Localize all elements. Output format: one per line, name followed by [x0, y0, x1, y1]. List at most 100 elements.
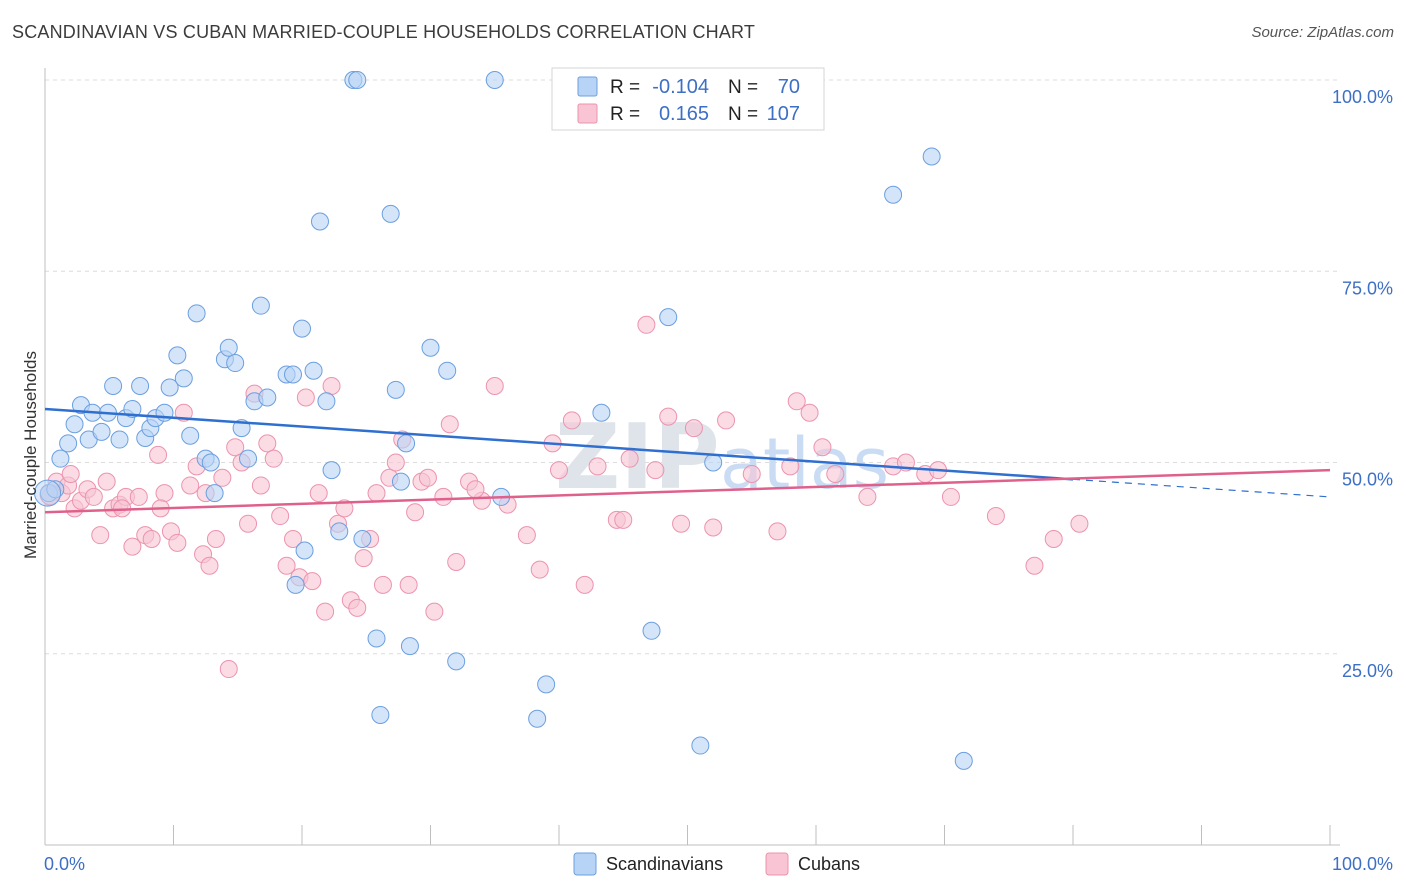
point-cubans — [316, 602, 335, 621]
point-cubans — [425, 602, 444, 621]
y-axis-label: Married-couple Households — [21, 351, 40, 559]
point-scandinavians — [201, 453, 220, 472]
point-cubans — [684, 419, 703, 438]
point-cubans — [168, 533, 187, 552]
point-cubans — [530, 560, 549, 579]
point-scandinavians — [348, 71, 367, 89]
series-legend: Scandinavians Cubans — [573, 852, 860, 876]
point-scandinavians — [438, 361, 457, 380]
bottom-legend-label-scandinavians: Scandinavians — [606, 854, 723, 874]
trend-line-cubans — [44, 468, 1331, 514]
x-tick-label-min: 0.0% — [44, 854, 85, 874]
point-scandinavians — [187, 304, 206, 323]
trend-extension-scandinavians — [1072, 478, 1331, 498]
point-cubans — [386, 453, 405, 472]
point-cubans — [620, 449, 639, 468]
point-cubans — [704, 518, 723, 537]
point-cubans — [277, 556, 296, 575]
point-scandinavians — [371, 705, 390, 724]
point-scandinavians — [160, 378, 179, 397]
point-cubans — [239, 514, 258, 533]
bottom-legend-label-cubans: Cubans — [798, 854, 860, 874]
point-cubans — [742, 464, 761, 483]
point-cubans — [485, 377, 504, 395]
point-cubans — [781, 457, 800, 476]
point-cubans — [155, 484, 174, 503]
point-scandinavians — [110, 430, 129, 449]
point-scandinavians — [704, 453, 723, 472]
point-cubans — [813, 438, 832, 457]
point-cubans — [354, 549, 373, 568]
point-cubans — [251, 476, 270, 495]
source-attribution: Source: ZipAtlas.com — [1251, 24, 1394, 41]
legend-r-label: R = — [610, 77, 640, 98]
point-cubans — [91, 526, 110, 545]
point-scandinavians — [123, 399, 142, 418]
y-tick-label: 25.0% — [1342, 661, 1393, 681]
point-scandinavians — [391, 472, 410, 491]
point-scandinavians — [381, 204, 400, 223]
point-cubans — [1070, 514, 1089, 533]
point-scandinavians — [251, 296, 270, 315]
point-scandinavians — [447, 652, 466, 671]
point-scandinavians — [397, 434, 416, 453]
point-cubans — [637, 315, 656, 334]
point-cubans — [97, 472, 116, 491]
point-cubans — [399, 575, 418, 594]
axes — [44, 68, 1340, 846]
point-cubans — [61, 464, 80, 483]
point-scandinavians — [92, 422, 111, 441]
point-cubans — [1044, 530, 1063, 548]
point-scandinavians — [34, 479, 62, 507]
y-tick-label: 100.0% — [1332, 87, 1393, 107]
point-cubans — [986, 507, 1005, 526]
point-scandinavians — [330, 522, 349, 541]
point-scandinavians — [400, 637, 419, 656]
point-cubans — [672, 514, 691, 533]
legend-n-value-scandinavians: 70 — [778, 76, 800, 98]
point-cubans — [335, 499, 354, 518]
point-cubans — [84, 487, 103, 506]
point-scandinavians — [922, 147, 941, 166]
point-scandinavians — [528, 709, 547, 728]
point-cubans — [213, 468, 232, 487]
point-cubans — [303, 572, 322, 591]
y-tick-label: 75.0% — [1342, 278, 1393, 298]
point-scandinavians — [485, 71, 504, 89]
legend-n-label: N = — [728, 104, 758, 125]
point-scandinavians — [954, 751, 973, 770]
point-cubans — [466, 480, 485, 499]
point-cubans — [149, 445, 168, 464]
point-cubans — [206, 530, 225, 548]
legend-swatch-scandinavians — [577, 76, 598, 97]
point-cubans — [418, 468, 437, 487]
point-cubans — [659, 407, 678, 426]
point-cubans — [226, 438, 245, 457]
point-scandinavians — [293, 319, 311, 338]
point-cubans — [1025, 556, 1044, 575]
point-scandinavians — [642, 621, 661, 640]
point-scandinavians — [421, 338, 440, 357]
point-cubans — [562, 411, 581, 430]
y-tick-label: 50.0% — [1342, 470, 1393, 490]
point-cubans — [768, 522, 787, 541]
point-cubans — [588, 457, 607, 476]
point-scandinavians — [884, 185, 903, 204]
point-cubans — [550, 461, 568, 480]
series-scandinavians — [34, 71, 973, 770]
point-scandinavians — [205, 484, 224, 503]
point-cubans — [787, 392, 806, 411]
point-scandinavians — [304, 361, 323, 380]
point-scandinavians — [537, 675, 556, 694]
point-cubans — [309, 484, 328, 503]
point-cubans — [614, 510, 633, 529]
point-cubans — [271, 507, 290, 526]
x-tick-labels: 0.0% 100.0% — [44, 854, 1393, 874]
point-scandinavians — [258, 388, 277, 407]
point-scandinavians — [181, 426, 200, 445]
point-cubans — [575, 575, 594, 594]
point-cubans — [826, 464, 845, 483]
point-cubans — [434, 487, 453, 506]
point-scandinavians — [131, 377, 150, 395]
point-cubans — [800, 403, 819, 422]
